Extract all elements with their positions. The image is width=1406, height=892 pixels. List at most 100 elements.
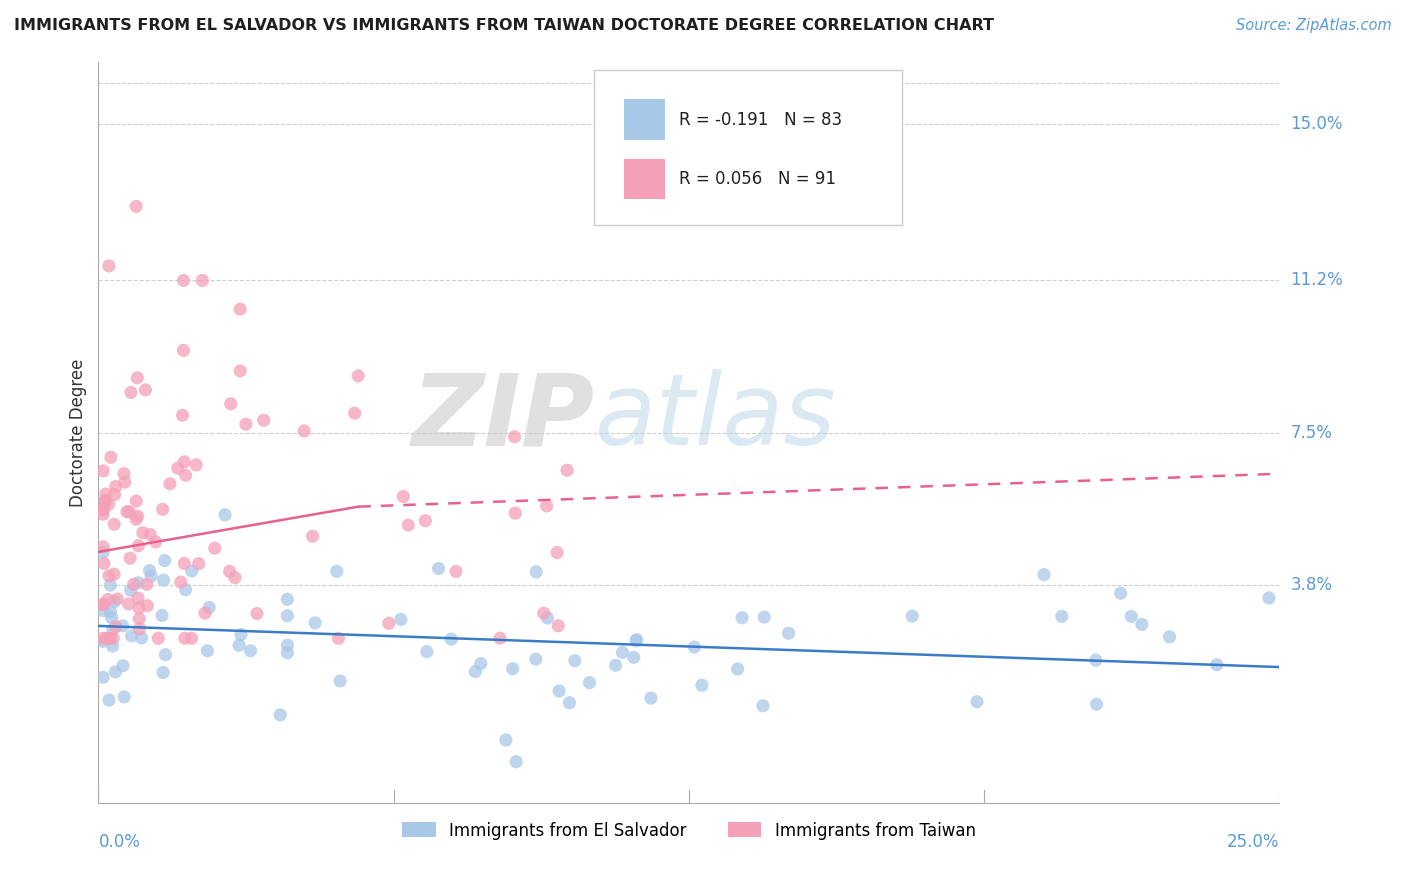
- Point: [112, 467, 135, 481]
- Point: [97, 259, 120, 273]
- Point: [103, 567, 125, 582]
- Point: [152, 502, 174, 516]
- Point: [127, 371, 149, 385]
- Point: [101, 639, 124, 653]
- Point: [524, 565, 547, 579]
- Point: [125, 199, 148, 213]
- Point: [533, 607, 555, 621]
- Point: [91, 597, 114, 611]
- Point: [132, 525, 155, 540]
- Point: [91, 632, 114, 646]
- Point: [301, 529, 323, 543]
- Point: [128, 611, 150, 625]
- Point: [104, 665, 127, 679]
- Point: [197, 644, 219, 658]
- Point: [578, 675, 600, 690]
- Point: [139, 569, 162, 583]
- Point: [427, 561, 450, 575]
- Point: [103, 517, 125, 532]
- Point: [276, 646, 298, 660]
- Point: [173, 455, 195, 469]
- Point: [347, 368, 370, 383]
- Point: [1109, 586, 1132, 600]
- Point: [901, 609, 924, 624]
- Point: [605, 658, 627, 673]
- Point: [536, 611, 558, 625]
- Text: 25.0%: 25.0%: [1227, 833, 1279, 851]
- Point: [564, 654, 586, 668]
- Point: [1159, 630, 1181, 644]
- Point: [239, 644, 262, 658]
- Point: [139, 527, 162, 541]
- Point: [180, 564, 202, 578]
- Point: [328, 632, 350, 646]
- Point: [1258, 591, 1281, 605]
- Point: [103, 595, 125, 609]
- Point: [194, 606, 217, 620]
- Point: [503, 506, 526, 520]
- Point: [253, 413, 276, 427]
- Point: [470, 657, 492, 671]
- Point: [489, 632, 512, 646]
- Point: [135, 577, 157, 591]
- Text: R = -0.191   N = 83: R = -0.191 N = 83: [679, 112, 842, 129]
- Point: [1084, 653, 1107, 667]
- Point: [121, 629, 143, 643]
- Point: [125, 494, 148, 508]
- Point: [966, 695, 988, 709]
- Point: [191, 273, 214, 287]
- Point: [214, 508, 236, 522]
- Point: [91, 540, 114, 554]
- Point: [224, 570, 246, 584]
- Point: [731, 611, 754, 625]
- Point: [204, 541, 226, 556]
- Point: [547, 619, 569, 633]
- Bar: [624, 159, 665, 200]
- Point: [186, 458, 208, 472]
- Point: [115, 505, 138, 519]
- Point: [229, 364, 252, 378]
- Point: [228, 638, 250, 652]
- Point: [174, 582, 197, 597]
- Point: [125, 512, 148, 526]
- Point: [219, 397, 242, 411]
- Point: [91, 598, 114, 612]
- Point: [536, 499, 558, 513]
- Point: [100, 578, 122, 592]
- Point: [94, 493, 117, 508]
- Point: [103, 632, 125, 646]
- Point: [276, 638, 298, 652]
- Point: [246, 607, 269, 621]
- Point: [114, 475, 136, 489]
- Point: [128, 600, 150, 615]
- Point: [276, 592, 298, 607]
- Point: [464, 665, 486, 679]
- Point: [101, 623, 124, 637]
- Text: Source: ZipAtlas.com: Source: ZipAtlas.com: [1236, 18, 1392, 33]
- Point: [218, 564, 240, 578]
- Point: [172, 343, 194, 358]
- Legend: Immigrants from El Salvador, Immigrants from Taiwan: Immigrants from El Salvador, Immigrants …: [395, 815, 983, 847]
- Point: [128, 622, 150, 636]
- Point: [98, 632, 121, 646]
- FancyBboxPatch shape: [595, 70, 901, 226]
- Point: [524, 652, 547, 666]
- Text: 3.8%: 3.8%: [1291, 576, 1333, 594]
- Point: [128, 575, 150, 590]
- Point: [396, 518, 419, 533]
- Point: [98, 569, 121, 583]
- Point: [127, 509, 149, 524]
- Point: [1205, 657, 1227, 672]
- Point: [292, 424, 315, 438]
- Point: [117, 597, 139, 611]
- Point: [502, 662, 524, 676]
- Point: [612, 645, 634, 659]
- Point: [152, 573, 174, 587]
- Point: [505, 755, 527, 769]
- Point: [111, 658, 134, 673]
- Point: [118, 505, 141, 519]
- Point: [122, 577, 145, 591]
- Point: [187, 557, 209, 571]
- Point: [136, 599, 159, 613]
- Point: [150, 608, 173, 623]
